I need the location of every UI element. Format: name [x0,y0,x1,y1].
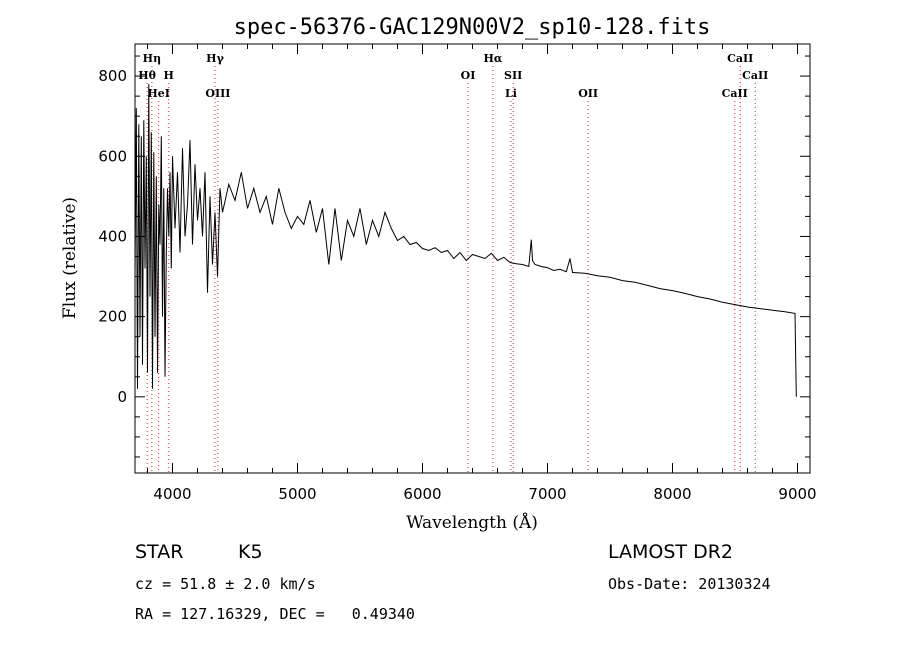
spectrum-line [134,84,797,397]
x-tick-label: 6000 [403,485,441,503]
redshift-cz: cz = 51.8 ± 2.0 km/s [135,575,316,593]
spectral-line-label: OIII [205,87,230,100]
y-axis-label: Flux (relative) [60,197,80,319]
y-tick-label: 800 [98,67,127,85]
y-tick-label: 0 [117,388,127,406]
spectral-line-label: Li [505,87,517,100]
plot-frame [134,43,811,474]
spectral-line-label: Hθ [138,69,156,82]
spectrum-series [134,84,797,397]
obs-date: Obs-Date: 20130324 [608,575,771,593]
spectral-line-label: Hγ [206,52,224,65]
y-tick-label: 200 [98,308,127,326]
spectral-line-label: SII [504,69,522,82]
spectral-line-label: HeI [147,87,170,100]
spectral-subclass: K5 [238,541,263,563]
spectral-line-label: CaII [742,69,768,82]
spectral-line-label: OI [461,69,476,82]
spectral-line-label: Hη [143,52,161,65]
object-type: STAR [135,541,184,563]
x-tick-label: 5000 [278,485,316,503]
x-tick-label: 8000 [653,485,691,503]
y-tick-label: 600 [98,147,127,165]
axis-ticks: 4000 5000 6000 7000 8000 9000 0 200 400 600 800 [98,44,817,503]
spectral-line-label: CaII [727,52,753,65]
spectral-line-label: OII [578,87,598,100]
y-tick-label: 400 [98,227,127,245]
spectral-line-label: Hα [483,52,502,65]
chart-title: spec-56376-GAC129N00V2_sp10-128.fits [234,15,711,40]
x-tick-label: 7000 [528,485,566,503]
x-tick-label: 9000 [778,485,816,503]
spectral-line-label: CaII [722,87,748,100]
x-axis-label: Wavelength (Å) [406,512,538,533]
survey-name: LAMOST DR2 [608,541,733,563]
spectral-line-label: H [164,69,174,82]
spectral-line-markers: Hη Hθ H HeI Hγ OIII Hα OI SII Li OII CaII CaII CaII [138,52,768,473]
x-tick-label: 4000 [153,485,191,503]
coordinates: RA = 127.16329, DEC = 0.49340 [135,605,415,623]
